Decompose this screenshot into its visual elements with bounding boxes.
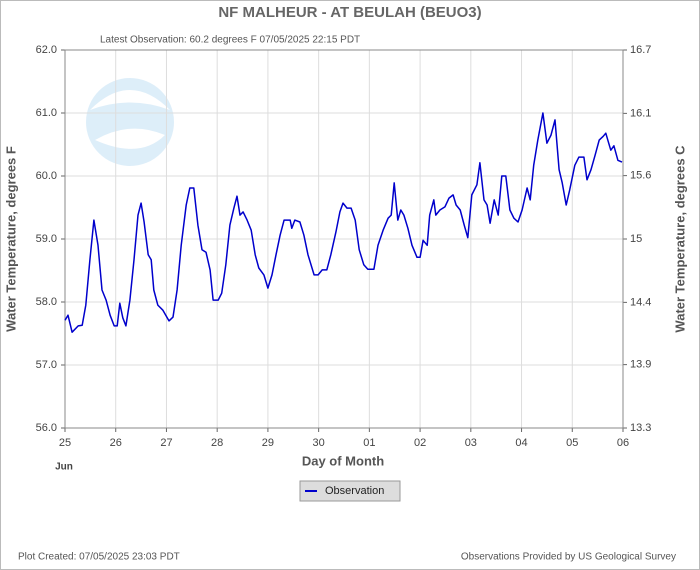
x-tick-label: 27 (160, 437, 172, 449)
x-tick-label: 06 (617, 437, 629, 449)
legend (299, 480, 401, 502)
y-tick-label: 57.0 (36, 359, 57, 371)
y2-tick-label: 13.3 (630, 422, 651, 434)
x-tick-label: 04 (515, 437, 527, 449)
y-tick-label: 56.0 (36, 422, 57, 434)
y2-tick-label: 14.4 (630, 296, 651, 308)
x-tick-label: 29 (262, 437, 274, 449)
y-axis-title: Water Temperature, degrees F (3, 146, 18, 332)
x-tick-label: 03 (465, 437, 477, 449)
x-tick-label: 28 (211, 437, 223, 449)
y2-axis-title: Water Temperature, degrees C (672, 145, 687, 333)
plot-border (64, 49, 624, 429)
x-tick-label: 01 (363, 437, 375, 449)
legend-label: Observation (325, 485, 384, 497)
x-tick-label: 05 (566, 437, 578, 449)
x-month: Jun (55, 462, 73, 473)
y2-tick-label: 16.1 (630, 107, 651, 119)
x-tick-label: 26 (110, 437, 122, 449)
footer-left: Plot Created: 07/05/2025 23:03 PDT (18, 552, 180, 563)
data-line (64, 112, 623, 333)
y-tick-label: 60.0 (36, 170, 57, 182)
subtitle: Latest Observation: 60.2 degrees F 07/05… (100, 35, 360, 46)
y-tick-label: 61.0 (36, 107, 57, 119)
footer-right: Observations Provided by US Geological S… (461, 552, 676, 563)
y-tick-label: 59.0 (36, 233, 57, 245)
y2-tick-label: 13.9 (630, 359, 651, 371)
y2-tick-label: 16.7 (630, 44, 651, 56)
x-axis-title: Day of Month (302, 453, 384, 468)
y2-tick-label: 15.6 (630, 170, 651, 182)
y2-tick-label: 15 (630, 233, 642, 245)
chart-title: NF MALHEUR - AT BEULAH (BEUO3) (218, 4, 481, 21)
x-tick-label: 02 (414, 437, 426, 449)
y-tick-label: 58.0 (36, 296, 57, 308)
y-tick-label: 62.0 (36, 44, 57, 56)
x-tick-label: 30 (313, 437, 325, 449)
x-tick-label: 25 (59, 437, 71, 449)
noaa-logo (86, 78, 174, 166)
